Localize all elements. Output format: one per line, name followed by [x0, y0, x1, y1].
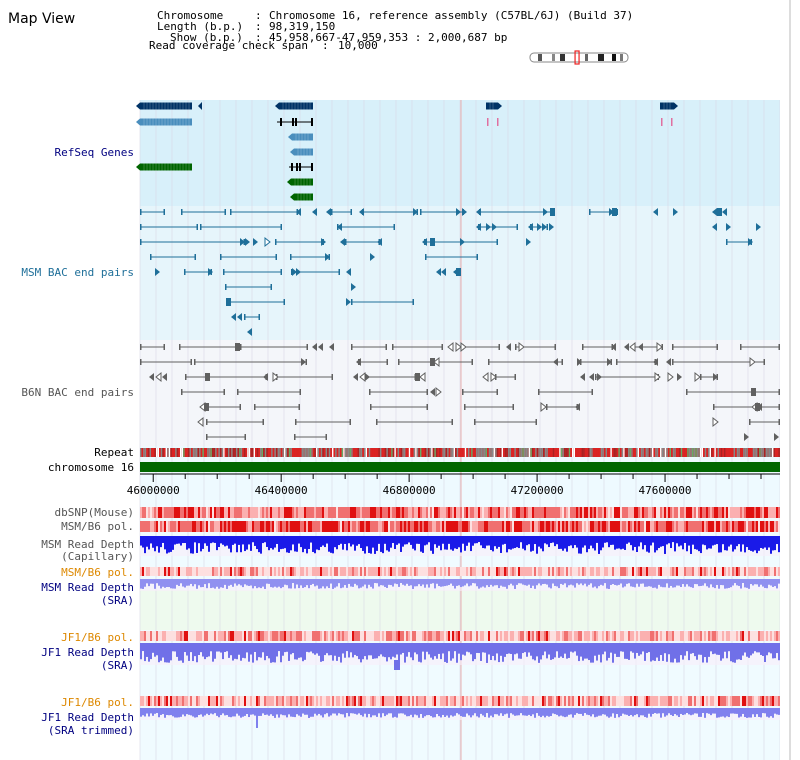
ruler-tick-label: 46800000 [383, 484, 436, 497]
ideogram-highlight [574, 50, 580, 65]
ruler-tick-label: 46400000 [255, 484, 308, 497]
header-line-0: Chromosome: Chromosome 16, reference ass… [157, 9, 633, 22]
position-ruler: 46000000 46400000 46800000 47200000 47600000 [127, 473, 780, 497]
window-title: Map View [8, 11, 75, 27]
ruler-tick-label: 47600000 [639, 484, 692, 497]
header-line-2: Show (b.p.): 45,958,667-47,959,353 : 2,0… [170, 31, 507, 44]
msm-pol-label: MSM/B6 pol. [61, 520, 134, 533]
msm-depth-capillary-sub-label: (Capillary) [61, 550, 134, 563]
chromosome-label: chromosome 16 [48, 461, 134, 474]
repeat-label: Repeat [94, 446, 134, 459]
b6n-bac-track[interactable] [140, 341, 780, 441]
b6n-bac-label: B6N BAC end pairs [21, 386, 134, 399]
msm-depth-sra-label: MSM Read Depth [41, 581, 134, 594]
msm-pol-sra-label: MSM/B6 pol. [61, 566, 134, 579]
header-line-3: Read coverage check span: 10,000 [149, 39, 378, 52]
jf1-depth-trimmed-sub-label: (SRA trimmed) [48, 724, 134, 737]
refseq-genes-label: RefSeq Genes [55, 146, 134, 159]
msm-depth-capillary-label: MSM Read Depth [41, 538, 134, 551]
chromosome-bar[interactable] [140, 462, 780, 472]
jf1-depth-sra-sub-label: (SRA) [101, 659, 134, 672]
jf1-pol-label: JF1/B6 pol. [61, 631, 134, 644]
msm-bac-label: MSM BAC end pairs [21, 266, 134, 279]
msm-depth-sra-sub-label: (SRA) [101, 594, 134, 607]
dbsnp-label: dbSNP(Mouse) [55, 506, 134, 519]
header-line-1: Length (b.p.): 98,319,150 [157, 20, 335, 33]
chromosome-ideogram[interactable] [529, 50, 629, 65]
msm-bac-track[interactable] [140, 208, 761, 336]
ruler-tick-label: 46000000 [127, 484, 180, 497]
refseq-genes-track[interactable] [136, 102, 678, 201]
jf1-depth-trimmed-label: JF1 Read Depth [41, 711, 134, 724]
ruler-tick-label: 47200000 [511, 484, 564, 497]
jf1-depth-sra-label: JF1 Read Depth [41, 646, 134, 659]
jf1-pol-trimmed-label: JF1/B6 pol. [61, 696, 134, 709]
repeat-track [140, 448, 780, 457]
